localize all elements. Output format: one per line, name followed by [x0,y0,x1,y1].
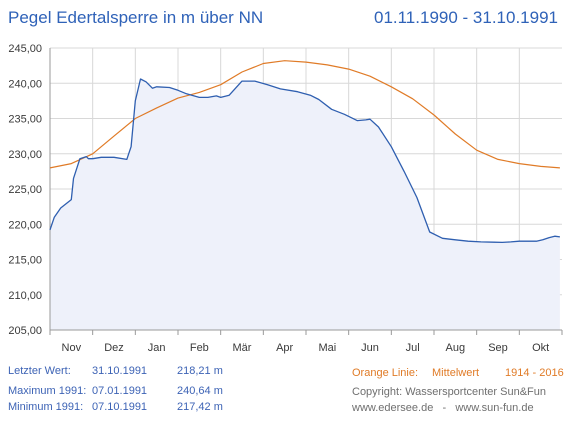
series-1991-line [49,78,560,244]
min-date: 07.10.1991 [92,401,148,413]
series-mittelwert-line [49,60,560,169]
x-tick-label: Apr [276,342,293,354]
x-tick-label: Mär [233,342,252,354]
x-tick-label: Sep [488,342,508,354]
x-tick-label: Mai [318,342,336,354]
y-tick-label: 230,00 [8,149,42,161]
y-tick-label: 225,00 [8,184,42,196]
max-value: 240,64 m [177,385,223,397]
last-value-label: Letzter Wert: [8,365,71,377]
x-tick-label: Jun [361,342,379,354]
last-value-date: 31.10.1991 [92,365,148,377]
series-lines [49,60,560,244]
series-1991-area [50,79,560,330]
orange-line-years: 1914 - 2016 [505,367,564,379]
y-tick-label: 235,00 [8,114,42,126]
x-tick-label: Okt [532,342,549,354]
y-tick-label: 205,00 [8,325,42,337]
y-tick-label: 215,00 [8,255,42,267]
x-tick-label: Jan [148,342,166,354]
chart-title: Pegel Edertalsperre in m über NN [8,8,264,27]
x-tick-label: Jul [406,342,420,354]
y-tick-label: 240,00 [8,78,42,90]
min-value: 217,42 m [177,401,223,413]
max-date: 07.01.1991 [92,385,148,397]
axes [49,48,563,335]
max-label: Maximum 1991: [8,385,87,397]
date-range: 01.11.1990 - 31.10.1991 [373,8,558,27]
tick-labels: 205,00 210,00 215,00 220,00 225,00 230,00 235,… [8,43,549,354]
orange-line-desc: Mittelwert [432,367,480,379]
x-tick-label: Dez [104,342,124,354]
orange-line-label: Orange Linie: [352,367,419,379]
last-value: 218,21 m [177,365,223,377]
websites: www.edersee.de - www.sun-fun.de [352,402,534,414]
min-label: Minimum 1991: [8,401,84,413]
y-tick-label: 220,00 [8,219,42,231]
x-tick-label: Feb [190,342,209,354]
water-level-chart: 205,00 210,00 215,00 220,00 225,00 230,00 235,… [8,43,563,354]
y-tick-label: 210,00 [8,290,42,302]
x-tick-label: Aug [446,342,466,354]
x-tick-label: Nov [62,342,82,354]
copyright: Copyright: Wassersportcenter Sun&Fun [352,386,547,398]
y-tick-label: 245,00 [8,43,42,55]
area-fill [50,79,560,330]
